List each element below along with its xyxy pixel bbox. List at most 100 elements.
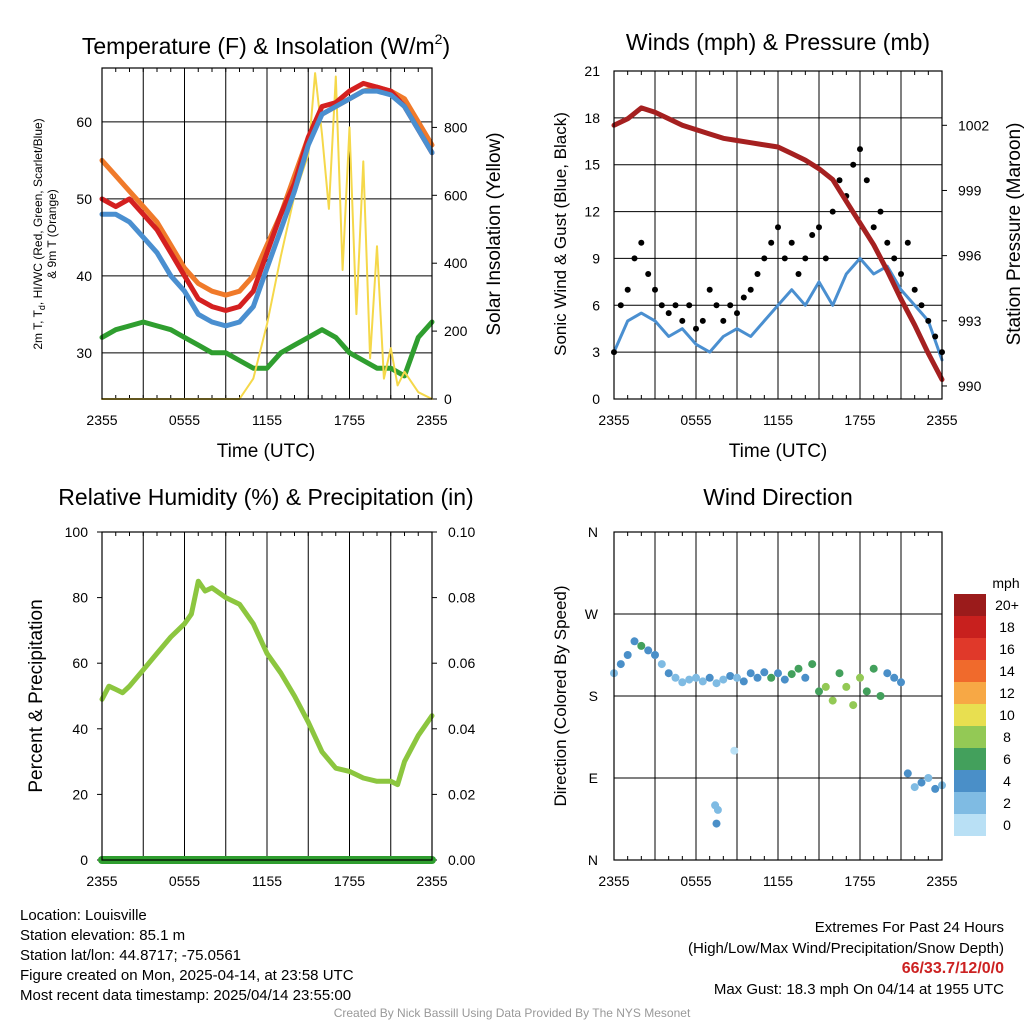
x-tick-label: 0555: [169, 412, 200, 428]
gust-point: [672, 302, 679, 309]
gust-point: [802, 255, 809, 262]
y2-tick-label: 1002: [958, 117, 989, 133]
legend-swatch: [954, 594, 986, 616]
direction-point: [712, 819, 721, 828]
direction-point: [637, 641, 646, 650]
y-tick-label: 0: [592, 391, 600, 407]
x-tick-label: 0555: [169, 873, 200, 889]
y-tick-label: 100: [65, 524, 89, 540]
legend-swatch: [954, 748, 986, 770]
legend-swatch: [954, 704, 986, 726]
y-tick-label: 30: [76, 345, 92, 361]
panel-humidity: 2355 0555 1155 1755 2355 0 0.00 20 0.02 40 0.04 60 0…: [65, 524, 476, 889]
y-tick-label: 0: [80, 852, 88, 868]
temperature-series-line: [99, 88, 435, 329]
extremes-summary: Extremes For Past 24 Hours (High/Low/Max…: [688, 918, 1004, 1000]
gust-point: [727, 302, 734, 309]
station-info: Location: Louisville Station elevation: …: [20, 906, 354, 1006]
gust-point: [904, 239, 911, 246]
temperature-ylabel-line2: & 9m T (Orange): [45, 189, 59, 279]
y2-tick-label: 400: [444, 255, 468, 271]
gust-point: [658, 302, 665, 309]
temperature-series-line: [99, 319, 435, 379]
gust-point: [720, 317, 727, 324]
gust-point: [652, 286, 658, 293]
legend-label: 10: [999, 707, 1015, 723]
direction-point: [924, 774, 933, 782]
direction-point: [630, 637, 639, 646]
legend-title: mph: [992, 575, 1019, 591]
legend-label: 14: [999, 663, 1015, 679]
gust-point: [740, 294, 747, 301]
direction-point: [678, 678, 687, 687]
legend-label: 4: [1003, 773, 1011, 789]
direction-point: [910, 783, 919, 792]
x-tick-label: 2355: [416, 873, 447, 889]
legend-label: 6: [1003, 751, 1011, 767]
direction-point: [862, 687, 871, 696]
location-line: Location: Louisville: [20, 907, 147, 924]
gust-point: [761, 255, 768, 262]
direction-point: [780, 675, 789, 684]
panel-temperature: 2355 0555 1155 1755 235530405060020040060080…: [76, 67, 468, 428]
direction-point: [917, 778, 926, 787]
x-tick-label: 2355: [86, 412, 117, 428]
direction-point: [671, 673, 680, 682]
direction-point: [712, 679, 721, 688]
elevation-line: Station elevation: 85.1 m: [20, 927, 186, 944]
extremes-title: Extremes For Past 24 Hours: [814, 919, 1004, 936]
y-tick-label: 80: [72, 590, 88, 606]
y2-tick-label: 200: [444, 323, 468, 339]
wind-direction-panel-title: Wind Direction: [703, 484, 853, 510]
gust-point: [822, 255, 829, 262]
gust-point: [870, 224, 877, 231]
y2-tick-label: 600: [444, 187, 468, 203]
direction-point: [651, 651, 659, 659]
humidity-line: [99, 578, 435, 788]
gust-point: [788, 239, 795, 246]
gust-point: [829, 208, 836, 215]
direction-point: [644, 646, 653, 655]
gust-point: [775, 224, 781, 231]
y-tick-label: 60: [76, 114, 92, 130]
direction-point: [801, 673, 810, 682]
direction-point: [739, 677, 748, 686]
direction-point: [726, 672, 735, 680]
y2-tick-label: 996: [958, 248, 982, 264]
plot-border: [101, 531, 433, 861]
y2-tick-label: 0.08: [448, 590, 475, 606]
gust-point: [693, 325, 699, 332]
direction-point: [760, 668, 769, 677]
x-tick-label: 1155: [763, 873, 793, 889]
y-tick-label: 9: [592, 250, 600, 266]
direction-point: [774, 669, 782, 678]
winds-panel-title: Winds (mph) & Pressure (mb): [626, 29, 930, 55]
direction-point: [685, 675, 694, 684]
direction-point: [713, 805, 722, 814]
extremes-subtitle: (High/Low/Max Wind/Precipitation/Snow De…: [688, 939, 1004, 957]
gust-point: [850, 161, 857, 168]
temperature-panel-title: Temperature (F) & Insolation (W/m2): [82, 31, 450, 59]
y-tick-label: 12: [584, 204, 600, 220]
panel-winds: 2355 0555 1155 1755 2355 0 3 6 9 12 15 18 21 990 993 99…: [584, 63, 989, 428]
gust-point: [857, 146, 863, 153]
direction-point: [657, 660, 666, 669]
legend-label: 18: [999, 619, 1015, 635]
gust-point: [884, 239, 891, 246]
y-tick-label: N: [588, 524, 598, 540]
y-tick-label: 40: [76, 268, 92, 284]
gust-point: [911, 286, 918, 293]
legend-label: 20+: [995, 597, 1019, 613]
gust-point: [925, 317, 932, 324]
x-tick-label: 1755: [844, 873, 875, 889]
legend-swatch: [954, 638, 986, 660]
x-tick-label: 0555: [680, 873, 711, 889]
legend-swatch: [954, 814, 986, 836]
direction-point: [903, 769, 912, 778]
direction-point: [869, 664, 878, 673]
y-tick-label: 60: [72, 655, 88, 671]
y2-tick-label: 999: [958, 182, 982, 198]
direction-point: [767, 673, 776, 682]
